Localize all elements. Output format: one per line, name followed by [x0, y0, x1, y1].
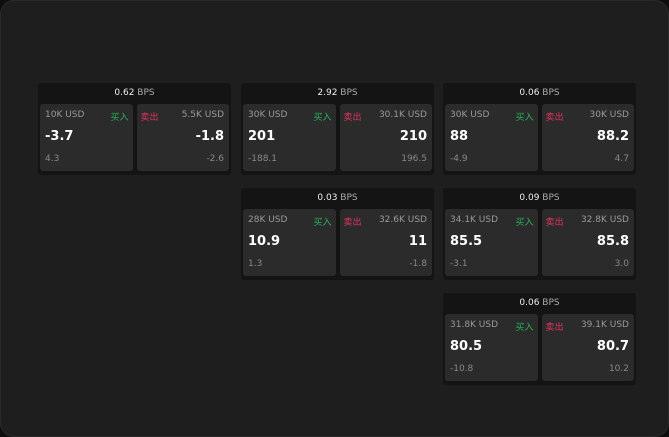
- ask-quantity: 30K USD: [589, 110, 629, 120]
- spread-value: 0.03: [317, 193, 338, 203]
- ask-price: -1.8: [195, 129, 224, 144]
- bid-quantity: 30K USD: [248, 110, 288, 120]
- ask-price: 85.8: [596, 234, 629, 249]
- bid-change: -10.8: [450, 364, 474, 374]
- buy-button[interactable]: 30K USD 买入 88 -4.9: [445, 104, 538, 171]
- bid-quantity: 30K USD: [450, 110, 490, 120]
- bid-change: 4.3: [45, 154, 60, 164]
- buy-button[interactable]: 28K USD 买入 10.9 1.3: [243, 209, 336, 276]
- sell-label: 卖出: [140, 113, 159, 123]
- bid-quantity: 10K USD: [45, 110, 85, 120]
- bid-price: 88: [450, 129, 469, 144]
- ask-change: 4.7: [614, 154, 629, 164]
- buy-label: 买入: [515, 323, 534, 333]
- ask-price: 210: [399, 129, 427, 144]
- ask-quantity: 32.6K USD: [378, 215, 427, 225]
- ask-price: 88.2: [596, 129, 629, 144]
- sell-label: 卖出: [545, 323, 564, 333]
- ask-quantity: 39.1K USD: [580, 320, 629, 330]
- bid-change: -4.9: [450, 154, 468, 164]
- ask-change: -2.6: [206, 154, 224, 164]
- ask-change: 3.0: [614, 259, 629, 269]
- spread-unit: BPS: [542, 298, 560, 308]
- spread-header: 0.03 BPS: [241, 188, 434, 209]
- sell-button[interactable]: 32.6K USD 卖出 11 -1.8: [339, 209, 432, 276]
- buy-label: 买入: [515, 218, 534, 228]
- buy-button[interactable]: 30K USD 买入 201 -188.1: [243, 104, 336, 171]
- spread-value: 0.06: [519, 298, 540, 308]
- ask-change: -1.8: [409, 259, 427, 269]
- quote-card: 0.06 BPS 30K USD 买入 88 -4.9 30K USD 卖出 8…: [443, 83, 636, 175]
- quote-card: 2.92 BPS 30K USD 买入 201 -188.1 30.1K USD…: [241, 83, 434, 175]
- sell-button[interactable]: 32.8K USD 卖出 85.8 3.0: [541, 209, 634, 276]
- buy-label: 买入: [110, 113, 129, 123]
- sell-button[interactable]: 5.5K USD 卖出 -1.8 -2.6: [136, 104, 229, 171]
- spread-unit: BPS: [137, 88, 155, 98]
- spread-value: 2.92: [317, 88, 338, 98]
- spread-value: 0.06: [519, 88, 540, 98]
- sell-label: 卖出: [343, 113, 362, 123]
- spread-unit: BPS: [542, 88, 560, 98]
- sell-button[interactable]: 30.1K USD 卖出 210 196.5: [339, 104, 432, 171]
- quote-card: 0.03 BPS 28K USD 买入 10.9 1.3 32.6K USD 卖…: [241, 188, 434, 280]
- bid-change: 1.3: [248, 259, 263, 269]
- ask-quantity: 5.5K USD: [181, 110, 224, 120]
- bid-quantity: 31.8K USD: [450, 320, 499, 330]
- quote-card: 0.09 BPS 34.1K USD 买入 85.5 -3.1 32.8K US…: [443, 188, 636, 280]
- bid-price: 80.5: [450, 339, 483, 354]
- sell-button[interactable]: 30K USD 卖出 88.2 4.7: [541, 104, 634, 171]
- spread-unit: BPS: [340, 193, 358, 203]
- ask-change: 10.2: [608, 364, 629, 374]
- ask-price: 80.7: [596, 339, 629, 354]
- ask-quantity: 32.8K USD: [580, 215, 629, 225]
- buy-button[interactable]: 10K USD 买入 -3.7 4.3: [40, 104, 133, 171]
- bid-change: -3.1: [450, 259, 468, 269]
- ask-change: 196.5: [401, 154, 427, 164]
- spread-header: 0.62 BPS: [38, 83, 231, 104]
- sell-label: 卖出: [545, 113, 564, 123]
- spread-header: 0.06 BPS: [443, 83, 636, 104]
- spread-header: 2.92 BPS: [241, 83, 434, 104]
- bid-price: 201: [248, 129, 276, 144]
- buy-button[interactable]: 31.8K USD 买入 80.5 -10.8: [445, 314, 538, 381]
- sell-label: 卖出: [343, 218, 362, 228]
- buy-label: 买入: [515, 113, 534, 123]
- bid-quantity: 34.1K USD: [450, 215, 499, 225]
- sell-label: 卖出: [545, 218, 564, 228]
- bid-price: 10.9: [248, 234, 281, 249]
- buy-button[interactable]: 34.1K USD 买入 85.5 -3.1: [445, 209, 538, 276]
- bid-price: 85.5: [450, 234, 483, 249]
- ask-quantity: 30.1K USD: [378, 110, 427, 120]
- quote-card: 0.06 BPS 31.8K USD 买入 80.5 -10.8 39.1K U…: [443, 293, 636, 385]
- spread-value: 0.62: [114, 88, 135, 98]
- bid-price: -3.7: [45, 129, 74, 144]
- bid-quantity: 28K USD: [248, 215, 288, 225]
- spread-unit: BPS: [542, 193, 560, 203]
- spread-unit: BPS: [340, 88, 358, 98]
- quote-card: 0.62 BPS 10K USD 买入 -3.7 4.3 5.5K USD 卖出…: [38, 83, 231, 175]
- buy-label: 买入: [313, 113, 332, 123]
- buy-label: 买入: [313, 218, 332, 228]
- bid-change: -188.1: [248, 154, 278, 164]
- spread-value: 0.09: [519, 193, 540, 203]
- spread-header: 0.06 BPS: [443, 293, 636, 314]
- ask-price: 11: [408, 234, 427, 249]
- spread-header: 0.09 BPS: [443, 188, 636, 209]
- sell-button[interactable]: 39.1K USD 卖出 80.7 10.2: [541, 314, 634, 381]
